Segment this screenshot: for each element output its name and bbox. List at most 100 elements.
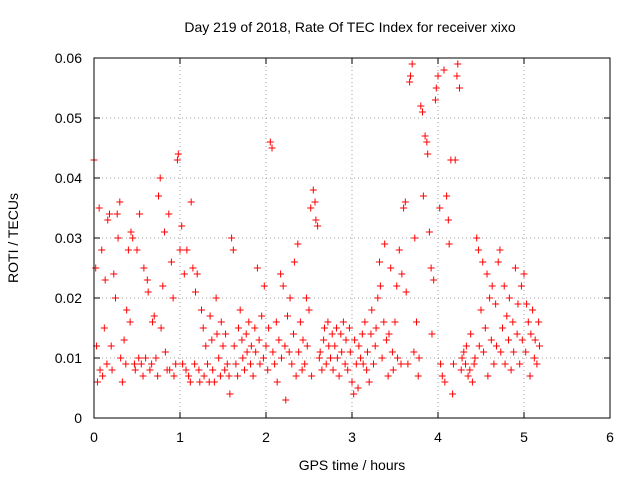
data-point	[277, 270, 285, 278]
data-point	[198, 306, 205, 314]
data-point	[182, 366, 190, 374]
data-point	[266, 138, 274, 146]
data-point	[148, 360, 156, 368]
data-point	[262, 342, 270, 350]
data-point	[315, 354, 323, 362]
data-point	[371, 342, 379, 350]
data-point	[454, 60, 462, 68]
data-point	[130, 360, 138, 368]
data-point	[93, 378, 101, 386]
data-point	[110, 270, 118, 278]
data-point	[219, 342, 227, 350]
data-point	[135, 354, 143, 362]
data-point	[290, 330, 298, 338]
data-point	[166, 366, 174, 374]
data-point	[500, 282, 508, 290]
data-point	[228, 234, 236, 242]
data-point	[193, 270, 201, 278]
data-point	[467, 330, 475, 338]
data-point	[108, 366, 116, 374]
data-point	[199, 324, 207, 332]
data-point	[256, 360, 264, 368]
data-point	[285, 348, 293, 356]
data-point	[242, 330, 250, 338]
data-point	[342, 336, 350, 344]
data-point	[298, 366, 306, 374]
x-tick-label: 1	[176, 429, 184, 445]
data-point	[238, 336, 246, 344]
y-tick-label: 0.06	[55, 50, 82, 66]
data-point	[142, 354, 150, 362]
data-point	[96, 366, 104, 374]
data-point	[271, 360, 279, 368]
data-point	[95, 204, 103, 212]
data-point	[505, 336, 513, 344]
data-point	[247, 342, 255, 350]
data-point	[355, 342, 363, 350]
data-point	[179, 360, 187, 368]
data-point	[157, 324, 165, 332]
data-point	[490, 360, 498, 368]
data-point	[470, 360, 478, 368]
data-point	[260, 282, 268, 290]
data-point	[189, 264, 197, 272]
data-point	[449, 360, 457, 368]
data-point	[393, 282, 401, 290]
x-axis-label: GPS time / hours	[299, 457, 406, 473]
data-point	[456, 84, 463, 92]
data-point	[290, 258, 298, 266]
data-point	[501, 360, 509, 368]
data-point	[511, 264, 519, 272]
data-point	[195, 366, 203, 374]
data-point	[477, 306, 485, 314]
data-point	[363, 366, 371, 374]
axis-ticks: 0 1 2 3 4 5 6 0 0.01 0.02 0.03 0.04 0.05 0.06	[55, 50, 614, 445]
data-point	[406, 78, 414, 86]
data-point	[273, 378, 281, 386]
data-point	[384, 372, 392, 380]
data-point	[137, 360, 145, 368]
data-point	[382, 336, 390, 344]
data-point	[118, 378, 126, 386]
data-point	[443, 192, 451, 200]
data-point	[296, 318, 304, 326]
data-point	[265, 324, 273, 332]
data-point	[230, 342, 238, 350]
y-tick-label: 0.01	[55, 350, 82, 366]
data-point	[302, 294, 310, 302]
data-point	[208, 336, 216, 344]
data-point	[144, 288, 152, 296]
data-point	[359, 360, 367, 368]
data-point	[361, 318, 369, 326]
data-point	[252, 348, 260, 356]
x-tick-label: 2	[262, 429, 270, 445]
data-point	[462, 360, 470, 368]
data-point	[124, 246, 132, 254]
data-point	[324, 318, 332, 326]
data-point	[325, 342, 333, 350]
data-point	[117, 354, 125, 362]
data-point	[400, 204, 408, 212]
data-point	[404, 360, 412, 368]
data-point	[152, 354, 160, 362]
data-point	[357, 354, 365, 362]
data-point	[517, 282, 525, 290]
data-point	[427, 264, 435, 272]
data-point	[492, 342, 500, 350]
data-point	[367, 330, 375, 338]
data-point	[524, 318, 532, 326]
data-point	[333, 354, 341, 362]
data-point	[370, 360, 377, 368]
data-point	[414, 372, 422, 380]
data-point	[474, 246, 482, 254]
data-point	[408, 60, 416, 68]
data-point	[104, 216, 112, 224]
data-point	[301, 360, 309, 368]
data-point	[226, 390, 234, 398]
data-point	[292, 372, 300, 380]
data-point	[516, 360, 524, 368]
data-point	[232, 360, 240, 368]
data-point	[241, 366, 248, 374]
data-point	[368, 306, 376, 314]
data-point	[215, 354, 223, 362]
